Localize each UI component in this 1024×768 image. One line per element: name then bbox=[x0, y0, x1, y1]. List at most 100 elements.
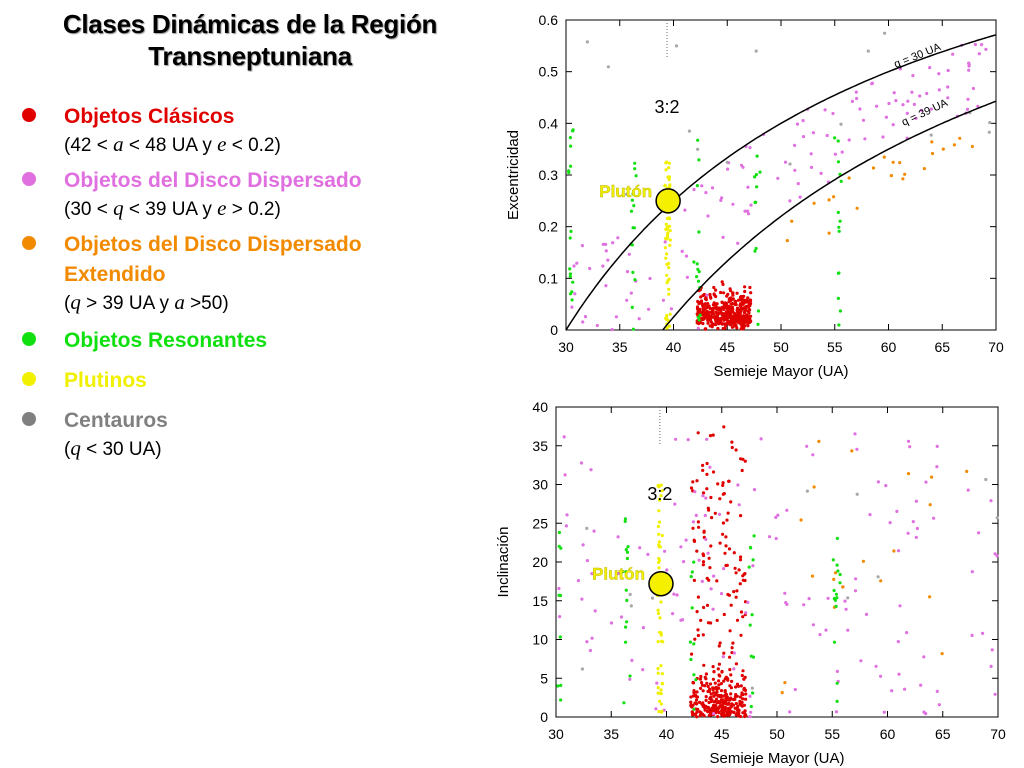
scattered-point bbox=[748, 146, 752, 150]
scatter-points bbox=[556, 425, 999, 719]
pluto-marker bbox=[648, 570, 674, 597]
scattered-point bbox=[580, 597, 584, 601]
centaur-point bbox=[988, 121, 992, 125]
scattered-point bbox=[572, 264, 576, 268]
scattered-point bbox=[897, 672, 901, 676]
scattered-point bbox=[823, 108, 827, 112]
classical-point bbox=[691, 694, 695, 698]
resonant-point bbox=[571, 280, 575, 284]
extended-point bbox=[817, 439, 821, 443]
scattered-point bbox=[788, 199, 792, 203]
scattered-point bbox=[795, 122, 800, 126]
classical-point bbox=[696, 633, 700, 638]
scattered-point bbox=[581, 320, 585, 324]
classical-point bbox=[734, 685, 738, 689]
resonant-point bbox=[557, 593, 561, 597]
scattered-point bbox=[705, 437, 709, 441]
classical-point bbox=[714, 294, 718, 299]
classical-point bbox=[747, 320, 752, 325]
scattered-point bbox=[905, 111, 909, 115]
resonant-point bbox=[622, 701, 626, 705]
classical-point bbox=[738, 695, 743, 699]
extended-point bbox=[892, 549, 896, 553]
classical-point bbox=[738, 582, 742, 586]
resonant-point bbox=[692, 707, 696, 711]
classical-point bbox=[721, 483, 725, 487]
x-tick-label: 70 bbox=[988, 339, 1004, 355]
resonant-point bbox=[833, 598, 837, 602]
extended-point bbox=[906, 472, 911, 476]
scattered-point bbox=[914, 116, 918, 120]
extended-point bbox=[889, 174, 893, 178]
resonant-point bbox=[836, 271, 840, 275]
plutino-point bbox=[659, 688, 663, 692]
scattered-point bbox=[712, 574, 716, 578]
plutino-point bbox=[664, 161, 668, 165]
classical-point bbox=[701, 560, 706, 564]
classical-point bbox=[701, 491, 706, 495]
plutino-point bbox=[659, 710, 663, 714]
scattered-point bbox=[859, 659, 863, 663]
scattered-point bbox=[911, 520, 915, 524]
scattered-point bbox=[903, 687, 907, 691]
classical-point bbox=[741, 314, 745, 318]
classical-point bbox=[705, 487, 709, 491]
classical-point bbox=[705, 461, 709, 466]
y-axis-label: Excentricidad bbox=[505, 130, 522, 220]
scattered-point bbox=[824, 628, 828, 632]
scattered-point bbox=[641, 668, 645, 672]
scattered-point bbox=[807, 597, 811, 601]
scattered-point bbox=[788, 710, 792, 714]
classical-point bbox=[689, 700, 693, 704]
classical-point bbox=[727, 547, 732, 551]
classical-point bbox=[727, 479, 731, 483]
resonant-point bbox=[697, 230, 701, 234]
resonant-point bbox=[625, 598, 629, 602]
scattered-point bbox=[721, 655, 725, 659]
classical-point bbox=[722, 612, 726, 617]
scattered-point bbox=[935, 689, 939, 693]
classical-point bbox=[714, 306, 718, 310]
scattered-point bbox=[879, 674, 883, 678]
plutino-point bbox=[667, 175, 672, 179]
classical-point bbox=[701, 712, 705, 716]
plutino-point bbox=[668, 238, 672, 242]
classical-point bbox=[695, 695, 699, 699]
classical-point bbox=[726, 710, 730, 714]
classical-point bbox=[729, 692, 733, 696]
classical-point bbox=[695, 321, 699, 325]
resonant-point bbox=[836, 160, 841, 164]
scattered-point bbox=[774, 536, 778, 541]
classical-point bbox=[728, 629, 732, 633]
resonant-point bbox=[835, 596, 839, 600]
scattered-point bbox=[686, 438, 690, 442]
scatter-points bbox=[567, 31, 992, 332]
scattered-point bbox=[647, 307, 651, 311]
scattered-point bbox=[891, 123, 895, 127]
resonant-point bbox=[559, 683, 563, 687]
extended-point bbox=[871, 166, 876, 170]
scattered-point bbox=[783, 591, 787, 595]
plutino-point bbox=[656, 686, 660, 690]
classical-point bbox=[718, 695, 723, 699]
extended-point bbox=[832, 577, 836, 581]
scattered-point bbox=[984, 47, 988, 52]
legend-dot-icon bbox=[22, 332, 36, 346]
resonant-point bbox=[839, 179, 843, 183]
plutino-point bbox=[667, 287, 671, 291]
scattered-point bbox=[993, 552, 997, 556]
plutino-point bbox=[657, 509, 661, 513]
classical-point bbox=[714, 323, 718, 327]
classical-point bbox=[705, 681, 709, 685]
classical-point bbox=[722, 303, 727, 307]
classical-point bbox=[726, 702, 730, 706]
scattered-point bbox=[669, 307, 673, 311]
centaur-point bbox=[687, 129, 691, 133]
resonant-point bbox=[625, 556, 629, 561]
extended-point bbox=[827, 198, 831, 202]
classical-point bbox=[694, 698, 699, 702]
scattered-point bbox=[720, 196, 724, 200]
classical-point bbox=[726, 321, 730, 325]
eccentricity-chart: 30 35 40 45 50 55 60 65 70 0 0.1 0.2 0.3 0.4 0.5 0.6 Sem… bbox=[505, 12, 1004, 380]
classical-point bbox=[726, 677, 730, 681]
